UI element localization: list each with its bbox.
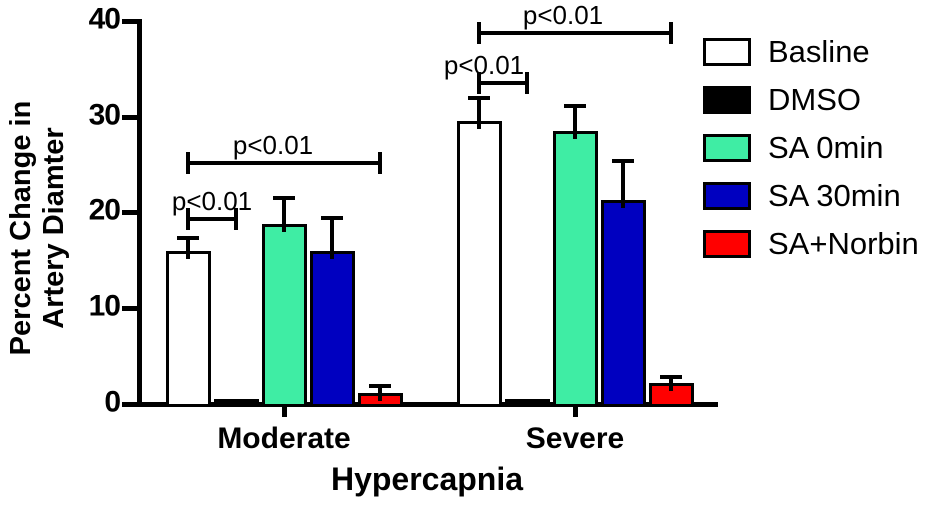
error-bar-line <box>378 386 382 401</box>
legend: Basline DMSO SA 0min SA 30min SA+Norbin <box>703 28 919 268</box>
significance-label: p<0.01 <box>232 130 314 160</box>
category-label-moderate: Moderate <box>217 422 351 455</box>
legend-swatch <box>703 134 751 162</box>
y-axis-tick <box>122 19 137 24</box>
y-axis-tick <box>122 306 137 311</box>
sig-bracket-line <box>188 161 380 165</box>
legend-label: SA 30min <box>768 178 901 213</box>
error-bar-cap <box>564 104 586 108</box>
bar-sa-0min-moderate <box>261 224 307 407</box>
sig-bracket-end <box>669 22 673 44</box>
error-bar-line <box>330 218 334 259</box>
bar-basline-moderate <box>165 251 211 407</box>
significance-label: p<0.01 <box>171 186 253 216</box>
sig-bracket-end <box>525 72 529 94</box>
error-bar-line <box>186 238 190 259</box>
y-axis-tick <box>122 115 137 120</box>
error-bar-cap <box>273 196 295 200</box>
sig-bracket-line <box>479 81 527 85</box>
sig-bracket-end <box>477 72 481 94</box>
legend-row-sa-0min: SA 0min <box>703 124 919 172</box>
bar-dmso-moderate <box>213 399 259 407</box>
legend-row-basline: Basline <box>703 28 919 76</box>
y-tick-label: 30 <box>88 98 121 132</box>
bar-sa-0min-severe <box>552 131 598 407</box>
y-tick-label: 40 <box>88 2 121 36</box>
error-bar-line <box>573 106 577 139</box>
sig-bracket-line <box>479 31 671 35</box>
y-axis-tick <box>122 210 137 215</box>
x-axis-tick <box>573 407 578 417</box>
error-bar-cap <box>468 96 490 100</box>
error-bar-line <box>477 98 481 129</box>
x-axis-tick <box>282 407 287 417</box>
error-bar-cap <box>660 375 682 379</box>
error-bar-line <box>669 377 673 391</box>
bar-dmso-severe <box>504 399 550 407</box>
y-axis-line <box>137 19 142 407</box>
legend-swatch <box>703 230 751 258</box>
y-tick-label: 10 <box>88 289 121 323</box>
legend-swatch <box>703 86 751 114</box>
legend-swatch <box>703 38 751 66</box>
bar-sa-30min-moderate <box>309 251 355 407</box>
sig-bracket-end <box>186 208 190 230</box>
legend-row-sa-norbin: SA+Norbin <box>703 220 919 268</box>
legend-label: DMSO <box>768 82 861 117</box>
bar-basline-severe <box>456 121 502 407</box>
sig-bracket-line <box>188 217 236 221</box>
y-tick-label: 20 <box>88 193 121 227</box>
sig-bracket-end <box>186 152 190 174</box>
error-bar-cap <box>369 384 391 388</box>
x-axis-title: Hypercapnia <box>330 461 524 497</box>
error-bar-cap <box>321 216 343 220</box>
legend-label: SA 0min <box>768 130 884 165</box>
y-axis-tick <box>122 402 137 407</box>
sig-bracket-end <box>477 22 481 44</box>
error-bar-cap <box>177 236 199 240</box>
error-bar-cap <box>612 159 634 163</box>
sig-bracket-end <box>378 152 382 174</box>
legend-label: SA+Norbin <box>768 226 919 261</box>
x-axis-line <box>137 402 718 407</box>
category-label-severe: Severe <box>525 422 625 455</box>
sig-bracket-end <box>234 208 238 230</box>
legend-label: Basline <box>768 34 870 69</box>
y-tick-label: 0 <box>104 385 121 419</box>
error-bar-line <box>621 161 625 208</box>
error-bar-line <box>282 198 286 232</box>
significance-label: p<0.01 <box>522 0 604 30</box>
legend-row-dmso: DMSO <box>703 76 919 124</box>
legend-swatch <box>703 182 751 210</box>
bar-sa-30min-severe <box>600 200 646 407</box>
significance-label: p<0.01 <box>443 50 525 80</box>
legend-row-sa-30min: SA 30min <box>703 172 919 220</box>
